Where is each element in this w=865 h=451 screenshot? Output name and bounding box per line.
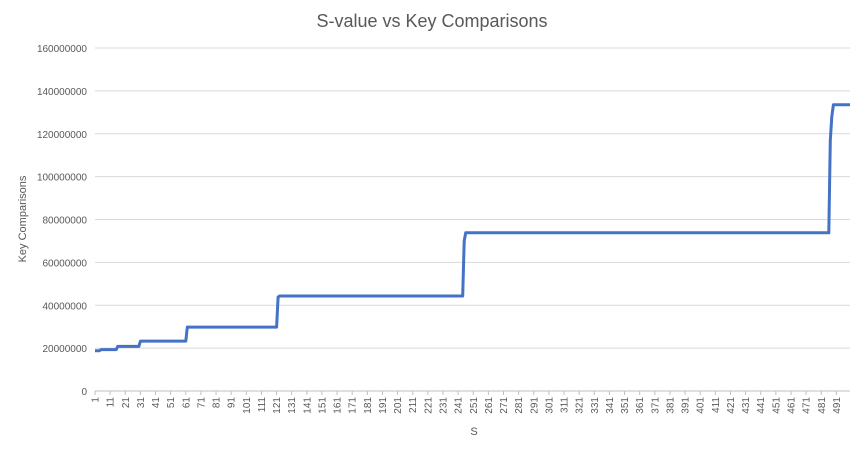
x-tick-label: 431: [741, 397, 752, 414]
y-tick-label: 20000000: [43, 344, 88, 355]
x-tick-label: 201: [393, 397, 404, 414]
x-tick-label: 391: [681, 397, 692, 414]
x-tick-label: 451: [771, 397, 782, 414]
x-tick-label: 471: [802, 397, 813, 414]
x-tick-label: 181: [363, 397, 374, 414]
x-tick-label: 21: [121, 397, 132, 409]
y-tick-label: 120000000: [37, 130, 87, 141]
x-tick-label: 111: [257, 397, 268, 413]
x-tick-label: 411: [711, 397, 722, 413]
x-tick-label: 121: [272, 397, 283, 414]
x-tick-label: 261: [484, 397, 495, 414]
x-tick-label: 1: [91, 397, 102, 403]
x-tick-label: 371: [650, 397, 661, 414]
x-axis-ticks: 1 11 21 31 41 51 61 71 81 91 101 111 121 131 141 151 161…: [91, 391, 843, 414]
y-tick-label: 80000000: [43, 216, 88, 227]
x-tick-label: 341: [605, 397, 616, 414]
y-axis-ticks: 0 20000000 40000000 60000000 80000000 1000000…: [37, 44, 88, 398]
x-tick-label: 71: [196, 397, 207, 409]
x-tick-label: 211: [408, 397, 419, 413]
x-tick-label: 361: [635, 397, 646, 414]
y-axis-title: Key Comparisons: [17, 175, 29, 262]
series-line: [95, 103, 850, 353]
x-tick-label: 161: [333, 397, 344, 414]
x-tick-label: 231: [438, 397, 449, 414]
x-tick-label: 281: [514, 397, 525, 414]
x-tick-label: 141: [302, 397, 313, 414]
gridlines: [95, 47, 850, 349]
x-tick-label: 61: [181, 397, 192, 409]
x-tick-label: 241: [454, 397, 465, 414]
chart-title: S-value vs Key Comparisons: [316, 11, 547, 31]
x-tick-label: 491: [832, 397, 843, 414]
x-tick-label: 271: [499, 397, 510, 414]
y-tick-label: 140000000: [37, 87, 87, 98]
x-tick-label: 401: [696, 397, 707, 414]
y-tick-label: 0: [81, 387, 87, 398]
x-tick-label: 421: [726, 397, 737, 414]
x-tick-label: 91: [227, 397, 238, 409]
x-tick-label: 11: [106, 397, 117, 408]
x-tick-label: 301: [544, 397, 555, 414]
x-tick-label: 81: [212, 397, 223, 409]
x-tick-label: 381: [665, 397, 676, 414]
x-tick-label: 331: [590, 397, 601, 414]
y-tick-label: 100000000: [37, 173, 87, 184]
x-tick-label: 351: [620, 397, 631, 414]
x-tick-label: 51: [166, 397, 177, 409]
x-tick-label: 311: [560, 397, 571, 413]
x-tick-label: 101: [242, 397, 253, 414]
x-tick-label: 171: [348, 397, 359, 414]
x-tick-label: 31: [136, 397, 147, 409]
x-axis-title: S: [470, 426, 477, 438]
x-tick-label: 151: [317, 397, 328, 414]
x-tick-label: 461: [786, 397, 797, 414]
x-tick-label: 291: [529, 397, 540, 414]
x-tick-label: 41: [151, 397, 162, 409]
x-tick-label: 321: [575, 397, 586, 414]
x-tick-label: 221: [423, 397, 434, 414]
x-tick-label: 481: [817, 397, 828, 414]
y-tick-label: 160000000: [37, 44, 87, 55]
x-tick-label: 191: [378, 397, 389, 414]
x-tick-label: 131: [287, 397, 298, 414]
x-tick-label: 251: [469, 397, 480, 414]
y-tick-label: 40000000: [43, 301, 88, 312]
y-tick-label: 60000000: [43, 258, 88, 269]
x-tick-label: 441: [756, 397, 767, 414]
